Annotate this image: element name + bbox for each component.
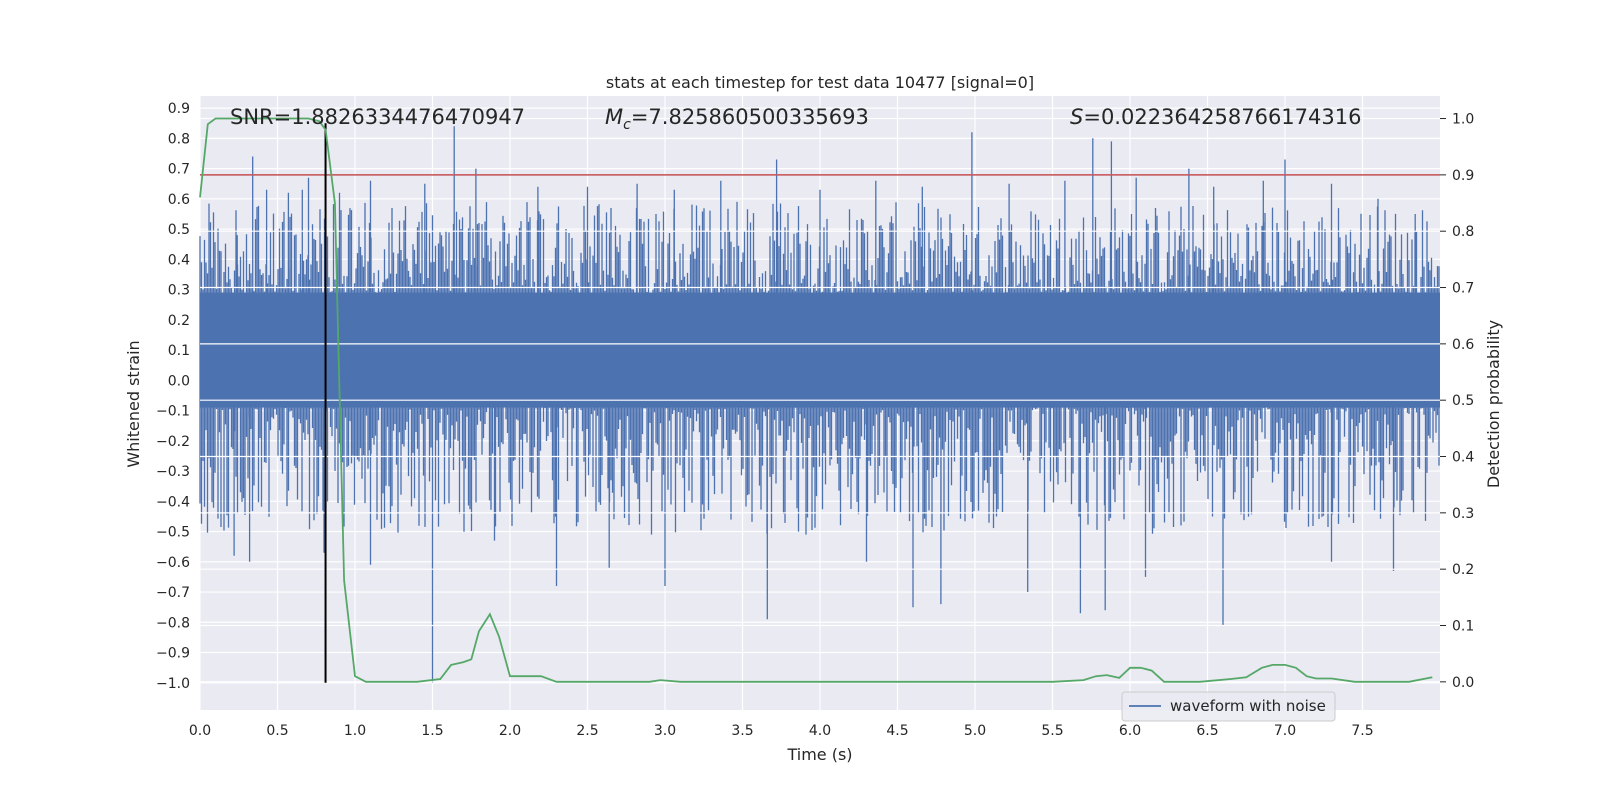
y2-tick-label: 1.0: [1452, 112, 1474, 128]
x-tick-label: 1.0: [344, 723, 366, 739]
y-tick-label: 0.0: [168, 373, 190, 389]
y2-tick-label: 0.7: [1452, 281, 1474, 297]
x-tick-label: 6.5: [1196, 723, 1218, 739]
y-tick-label: −0.6: [156, 555, 190, 571]
x-tick-labels: 0.0 0.5 1.0 1.5 2.0 2.5 3.0 3.5 4.0 4.5 5.0 5.5 6.0 6…: [189, 723, 1374, 739]
mc-symbol: M: [605, 105, 623, 129]
y2-axis-label: Detection probability: [1484, 320, 1503, 488]
chart-title: stats at each timestep for test data 104…: [606, 73, 1034, 92]
y-tick-label: −1.0: [156, 676, 190, 692]
y-tick-label: −0.5: [156, 525, 190, 541]
y2-tick-label: 0.4: [1452, 450, 1474, 466]
y2-tick-label: 0.9: [1452, 168, 1474, 184]
x-tick-label: 4.0: [809, 723, 831, 739]
s-symbol: S: [1070, 105, 1083, 129]
s-value: =0.022364258766174316: [1083, 105, 1361, 129]
x-tick-label: 3.0: [654, 723, 676, 739]
y2-tick-label: 0.6: [1452, 337, 1474, 353]
waveform-trace: [199, 126, 1440, 683]
y-tick-label: 0.1: [168, 343, 190, 359]
y-tick-label: 0.6: [168, 192, 190, 208]
detection-probability-line: [199, 117, 1433, 683]
y-tick-labels: 0.9 0.8 0.7 0.6 0.5 0.4 0.3 0.2 0.1 0.0 −0.1 −0.2 −0…: [156, 101, 190, 692]
y-tick-label: 0.5: [168, 222, 190, 238]
y2-tick-label: 0.5: [1452, 393, 1474, 409]
x-tick-label: 0.5: [266, 723, 288, 739]
y2-tick-label: 0.2: [1452, 562, 1474, 578]
x-axis-label: Time (s): [786, 745, 852, 764]
x-tick-label: 0.0: [189, 723, 211, 739]
x-tick-label: 5.5: [1041, 723, 1063, 739]
y-tick-label: 0.9: [168, 101, 190, 117]
y2-tick-label: 0.0: [1452, 675, 1474, 691]
mc-value: =7.825860500335693: [631, 105, 869, 129]
legend-box: [1121, 691, 1336, 722]
y-tick-label: 0.3: [168, 283, 190, 299]
mc-annotation: Mc=7.825860500335693: [605, 105, 869, 133]
y2-tick-label: 0.1: [1452, 619, 1474, 635]
x-tick-label: 2.5: [576, 723, 598, 739]
x-tick-label: 7.5: [1351, 723, 1373, 739]
x-tick-label: 7.0: [1274, 723, 1296, 739]
y-tick-label: 0.7: [168, 162, 190, 178]
legend: waveform with noise: [1121, 691, 1336, 722]
y-tick-label: 0.2: [168, 313, 190, 329]
s-annotation: S=0.022364258766174316: [1070, 105, 1361, 129]
y-tick-label: 0.8: [168, 131, 190, 147]
y-tick-label: −0.2: [156, 434, 190, 450]
x-tick-label: 6.0: [1119, 723, 1141, 739]
mc-subscript: c: [623, 117, 631, 133]
y-axis-label: Whitened strain: [124, 340, 143, 467]
x-tick-label: 5.0: [964, 723, 986, 739]
y-tick-label: −0.8: [156, 615, 190, 631]
x-tick-label: 1.5: [421, 723, 443, 739]
y-tick-label: −0.7: [156, 585, 190, 601]
x-tick-label: 3.5: [731, 723, 753, 739]
x-tick-label: 4.5: [886, 723, 908, 739]
snr-annotation: SNR=1.8826334476470947: [230, 105, 525, 129]
legend-label: waveform with noise: [1170, 697, 1326, 715]
y2-tick-labels: 1.0 0.9 0.8 0.7 0.6 0.5 0.4 0.3 0.2 0.1 0.0: [1440, 112, 1474, 691]
x-tick-label: 2.0: [499, 723, 521, 739]
y-tick-label: −0.4: [156, 494, 190, 510]
y2-tick-label: 0.8: [1452, 224, 1474, 240]
y-tick-label: −0.1: [156, 404, 190, 420]
waveform-series: [199, 126, 1440, 683]
y-tick-label: −0.3: [156, 464, 190, 480]
y-tick-label: 0.4: [168, 252, 190, 268]
y-tick-label: −0.9: [156, 646, 190, 662]
y2-tick-label: 0.3: [1452, 506, 1474, 522]
